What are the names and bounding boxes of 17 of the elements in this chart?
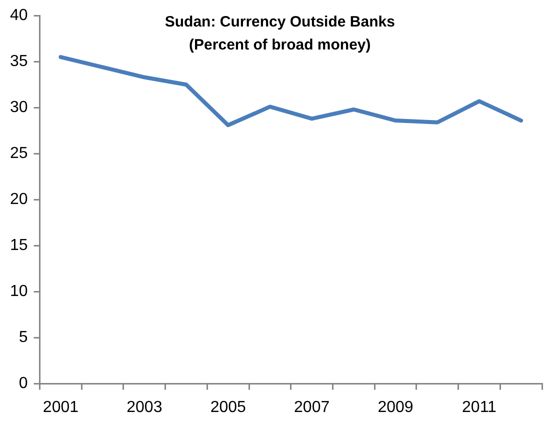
chart-title: Sudan: Currency Outside Banks	[164, 14, 395, 31]
x-tick-label: 2005	[210, 398, 246, 416]
y-tick-label: 20	[10, 191, 28, 208]
y-tick-label: 30	[10, 99, 28, 116]
y-tick-label: 25	[10, 145, 28, 162]
x-tick-label: 2003	[126, 398, 162, 416]
x-tick-label: 2009	[378, 398, 414, 416]
x-tick-label: 2011	[462, 398, 497, 416]
text: (Percent of broad money)	[189, 36, 371, 54]
y-tick-label: 5	[18, 329, 28, 346]
x-tick-label: 2007	[294, 398, 330, 416]
y-tick-label: 15	[10, 237, 28, 254]
y-tick-label: 0	[18, 375, 28, 392]
x-tick-label: 2001	[42, 398, 79, 416]
y-tick-label: 10	[10, 283, 28, 300]
y-tick-label: 40	[10, 7, 28, 24]
y-tick-label: 35	[10, 53, 28, 70]
